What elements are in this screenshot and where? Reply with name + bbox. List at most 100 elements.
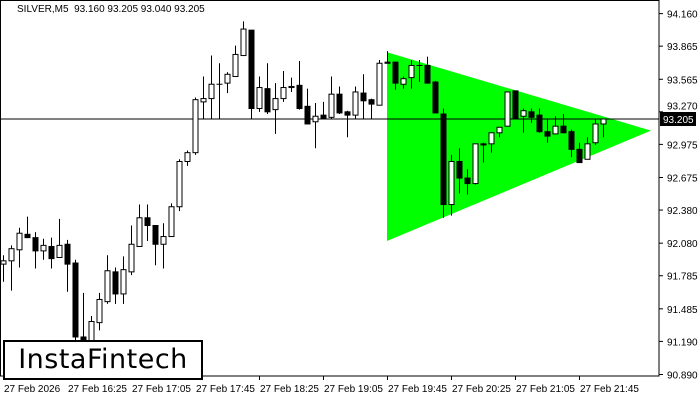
candle-body [560,125,567,134]
candle [344,110,351,138]
candle [560,114,567,134]
candle [496,126,503,138]
candle-body [320,114,327,119]
y-tick-label: 92.380 [667,206,698,217]
x-tick-label: 27 Feb 18:25 [260,384,319,395]
candle-body [144,217,151,227]
candle [416,59,423,83]
candle [464,169,471,195]
candle-body [152,225,159,245]
candle-body [512,90,519,119]
candle-body [96,298,103,324]
y-tick-label: 91.785 [667,272,698,283]
candle [472,143,479,185]
candle-body [360,92,367,102]
candle [392,61,399,90]
candle-body [600,118,607,125]
candle [520,108,527,133]
ohlc-values: 93.160 93.205 93.040 93.205 [74,4,205,15]
candle-body [592,123,599,144]
candle-body [160,236,167,245]
x-tick-label: 27 Feb 17:05 [132,384,191,395]
candle [168,203,175,238]
candle [184,150,191,166]
candle-body [200,98,207,103]
candle-body [472,143,479,185]
candle [8,245,15,291]
candle [176,159,183,212]
candle [0,255,7,282]
candle [288,77,295,92]
y-tick-label: 92.080 [667,239,698,250]
candle-body [352,91,359,116]
candle [96,292,103,331]
candles-layer [0,21,659,345]
current-price-label: 93.205 [663,115,694,126]
x-tick-label: 27 Feb 19:45 [388,384,447,395]
candle [528,108,535,123]
candle-body [208,83,215,100]
candle [400,76,407,89]
candle-body [136,217,143,247]
y-tick-label: 90.890 [667,371,698,382]
candle [232,45,239,78]
candle-body [328,93,335,118]
instafintech-logo: InstaFintech [3,340,203,380]
candle [592,118,599,145]
y-tick-label: 91.190 [667,337,698,348]
candle [24,216,31,239]
candle-body [232,53,239,78]
candle [152,225,159,266]
candle [280,70,287,102]
candle-body [176,160,183,208]
candle [408,59,415,89]
candle [424,56,431,84]
candle [272,83,279,134]
candle [160,223,167,269]
candle-body [56,244,63,259]
candle-body [568,131,575,150]
y-tick-label: 93.270 [667,102,698,113]
candle-body [456,160,463,179]
candle-body [528,111,535,118]
x-tick-label: 27 Feb 16:25 [68,384,127,395]
candle-body [272,98,279,111]
candle [296,61,303,110]
candle-body [432,81,439,114]
candle [448,154,455,216]
candle-body [480,143,487,146]
candle-body [224,73,231,84]
candle-body [368,99,375,105]
candle [584,137,591,160]
candle [456,148,463,194]
y-tick-label: 93.865 [667,42,698,53]
candle [104,255,111,304]
candle-body [112,271,119,295]
candle-body [544,131,551,137]
candle-body [264,88,271,113]
candle-body [520,110,527,117]
candle [112,267,119,304]
candle [128,225,135,276]
candle [552,116,559,135]
x-tick-label: 27 Feb 20:25 [452,384,511,395]
candle [304,88,311,125]
plot-frame [0,0,660,377]
candle-body [40,244,47,252]
y-tick-label: 92.675 [667,173,698,184]
candle-body [424,64,431,84]
candle [360,74,367,119]
y-tick-label: 91.485 [667,305,698,316]
candle [432,80,439,114]
candle-body [336,93,343,114]
candle-body [248,29,255,110]
candle [368,98,375,119]
candle [256,76,263,112]
y-tick-label: 94.160 [667,10,698,21]
symbol-label: SILVER,M5 [17,4,69,15]
candle-body [384,61,391,64]
y-tick-label: 93.565 [667,75,698,86]
candle-body [536,114,543,133]
candle-body [576,148,583,164]
